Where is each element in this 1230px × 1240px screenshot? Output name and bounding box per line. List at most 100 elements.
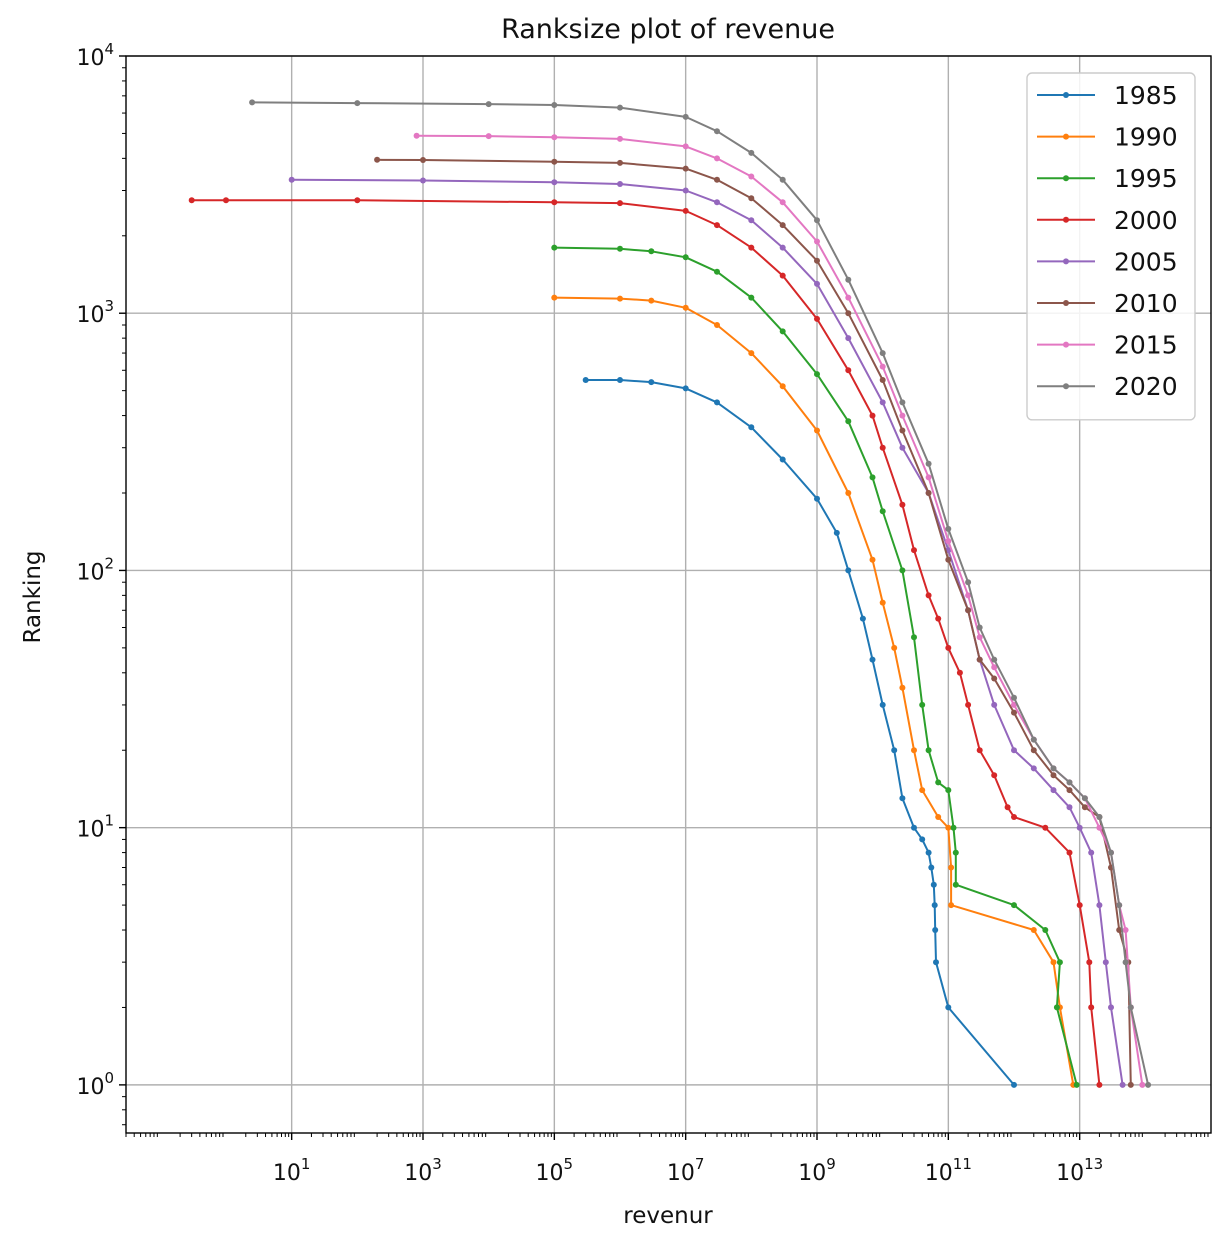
data-point (1004, 804, 1011, 811)
y-tick-label: 101 (76, 812, 114, 843)
data-point (617, 245, 623, 252)
data-point (1050, 765, 1057, 772)
legend-label: 2000 (1114, 206, 1178, 235)
data-point (682, 304, 689, 311)
data-point (249, 99, 256, 106)
data-point (648, 379, 655, 386)
data-point (648, 297, 655, 304)
data-point (1030, 747, 1037, 754)
data-point (748, 424, 755, 431)
data-point (879, 508, 886, 515)
data-point (1011, 814, 1017, 820)
data-point (682, 143, 689, 150)
data-point (354, 100, 361, 107)
legend-item-2020: 2020 (1037, 372, 1178, 401)
data-point (288, 176, 295, 183)
series-line-2000 (191, 199, 1101, 1086)
data-point (582, 377, 589, 383)
y-tick-label: 104 (76, 40, 114, 71)
legend-item-2005: 2005 (1037, 247, 1178, 276)
data-point (682, 113, 689, 120)
data-point (991, 701, 998, 708)
data-point (1030, 765, 1037, 772)
data-point (935, 779, 942, 786)
data-point (1096, 902, 1103, 909)
data-point (945, 525, 952, 532)
y-tick-label: 103 (76, 297, 114, 328)
data-point (879, 350, 886, 357)
data-point (1127, 1004, 1134, 1011)
data-point (1119, 1081, 1126, 1088)
data-point (551, 199, 558, 206)
data-point (945, 1004, 952, 1011)
data-point (814, 427, 820, 434)
data-point (845, 276, 852, 283)
data-point (1050, 959, 1057, 966)
data-point (1011, 1081, 1017, 1088)
data-point (948, 902, 955, 909)
data-point (899, 427, 906, 434)
data-point (1127, 1081, 1134, 1088)
data-point (1011, 701, 1017, 708)
data-point (1050, 772, 1057, 779)
data-point (1066, 804, 1073, 811)
data-point (617, 181, 623, 187)
data-point (899, 399, 906, 406)
data-point (779, 383, 786, 390)
x-tick-label: 1013 (1056, 1155, 1103, 1186)
data-point (1102, 959, 1109, 966)
series-1995 (551, 244, 1080, 1088)
data-point (945, 787, 952, 794)
data-point (551, 179, 558, 186)
legend: 1985 1990 1995 2000 2005 2010 2015 2020 (1026, 72, 1196, 421)
data-point (911, 824, 917, 831)
data-point (814, 371, 820, 378)
data-point (1108, 1004, 1114, 1011)
data-point (1050, 787, 1057, 794)
data-point (891, 747, 898, 754)
data-point (374, 156, 381, 163)
data-point (714, 128, 720, 135)
x-axis-title: revenur (623, 1203, 713, 1229)
legend-item-2015: 2015 (1037, 331, 1178, 360)
data-point (899, 567, 906, 574)
data-point (1066, 787, 1073, 794)
data-point (925, 474, 932, 481)
data-point (714, 268, 720, 275)
legend-marker (1063, 258, 1069, 265)
data-point (748, 350, 755, 357)
x-tick-label: 107 (667, 1155, 705, 1186)
data-point (991, 656, 998, 663)
data-point (1053, 1004, 1060, 1011)
series-2000 (188, 197, 1103, 1088)
data-point (899, 412, 906, 419)
data-point (879, 363, 886, 370)
legend-marker (1063, 175, 1069, 182)
data-point (714, 222, 720, 229)
data-point (991, 772, 998, 779)
x-tick-label: 103 (404, 1155, 442, 1186)
data-point (899, 444, 906, 451)
x-tick-label: 101 (273, 1155, 311, 1186)
legend-marker (1063, 341, 1069, 348)
data-point (976, 634, 983, 641)
data-point (932, 927, 939, 933)
legend-item-1995: 1995 (1037, 164, 1178, 193)
data-point (879, 701, 886, 708)
legend-marker (1063, 92, 1069, 98)
data-point (1030, 927, 1037, 933)
data-point (1096, 824, 1103, 831)
data-point (748, 294, 755, 301)
legend-box (1026, 72, 1196, 421)
data-point (911, 634, 917, 641)
data-point (879, 444, 886, 451)
chart-title: Ranksize plot of revenue (501, 14, 835, 45)
data-point (935, 615, 942, 622)
data-point (952, 849, 959, 856)
legend-item-1985: 1985 (1037, 81, 1178, 110)
data-point (1096, 1081, 1103, 1088)
data-point (748, 195, 755, 202)
data-point (814, 217, 820, 224)
data-point (779, 328, 786, 335)
